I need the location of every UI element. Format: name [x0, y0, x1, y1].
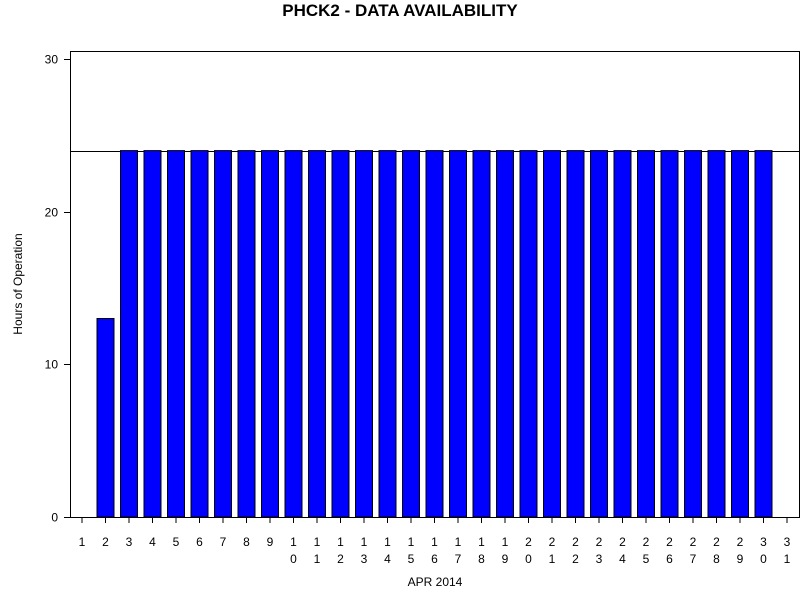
x-tick-label: 7 — [220, 535, 227, 549]
bar — [707, 150, 726, 518]
bar — [120, 150, 138, 518]
bar — [261, 150, 279, 518]
bar — [308, 150, 326, 518]
bar — [684, 150, 702, 518]
bar — [284, 150, 303, 518]
x-axis-label: APR 2014 — [408, 575, 463, 589]
bar — [167, 150, 185, 518]
bar — [660, 150, 679, 518]
y-axis-label: Hours of Operation — [11, 233, 25, 334]
bar — [472, 150, 491, 518]
bar — [731, 150, 749, 518]
bar — [402, 150, 420, 518]
bar — [543, 150, 561, 518]
y-tick-label: 0 — [51, 511, 58, 525]
x-tick-label: 6 — [196, 535, 203, 549]
x-tick-label: 4 — [149, 535, 156, 549]
bar — [754, 150, 773, 518]
chart-title: PHCK2 - DATA AVAILABILITY — [282, 1, 518, 20]
bar — [637, 150, 655, 518]
bar — [496, 150, 514, 518]
x-tick-label: 8 — [243, 535, 250, 549]
x-tick-label: 2 — [102, 535, 109, 549]
bar — [143, 150, 162, 518]
bar — [190, 150, 209, 518]
x-tick-label: 3 — [126, 535, 133, 549]
bar — [237, 150, 256, 518]
bar — [378, 150, 397, 518]
y-tick-label: 20 — [45, 206, 59, 220]
x-tick-label: 5 — [173, 535, 180, 549]
bar — [519, 150, 538, 518]
bar — [331, 150, 350, 518]
y-tick-label: 10 — [45, 358, 59, 372]
bar — [590, 150, 608, 518]
x-tick-label: 9 — [267, 535, 274, 549]
bar — [96, 318, 115, 518]
bar — [214, 150, 232, 518]
bar — [355, 150, 373, 518]
bar — [425, 150, 444, 518]
y-tick-label: 30 — [45, 53, 59, 67]
bar — [566, 150, 585, 518]
bar — [449, 150, 467, 518]
bar — [613, 150, 632, 518]
x-tick-label: 1 — [79, 535, 86, 549]
